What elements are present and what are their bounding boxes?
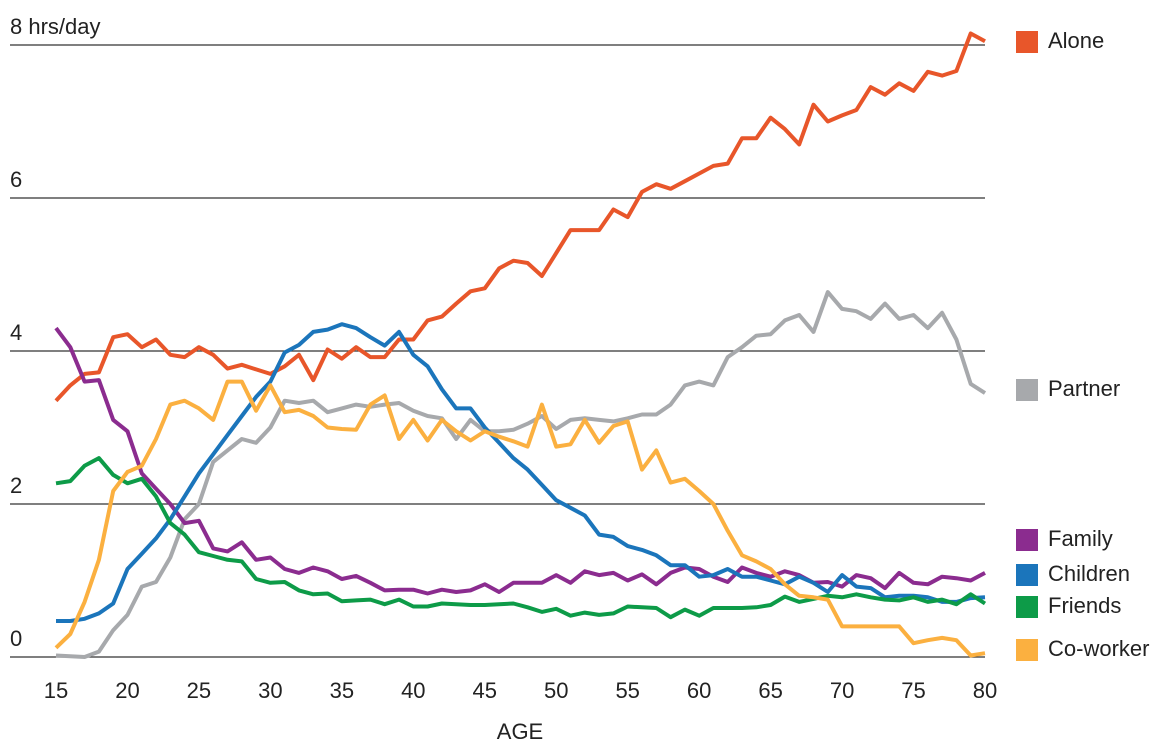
x-tick-label: 25 xyxy=(187,678,211,703)
x-tick-label: 75 xyxy=(901,678,925,703)
y-tick-label: 8 hrs/day xyxy=(10,14,101,39)
x-tick-label: 20 xyxy=(115,678,139,703)
x-tick-label: 70 xyxy=(830,678,854,703)
series-line xyxy=(56,322,986,623)
legend-swatch xyxy=(1016,564,1038,586)
legend-label: Family xyxy=(1048,526,1113,551)
x-tick-label: 80 xyxy=(973,678,997,703)
x-tick-label: 15 xyxy=(44,678,68,703)
legend-swatch xyxy=(1016,529,1038,551)
x-tick-label: 65 xyxy=(758,678,782,703)
x-tick-label: 45 xyxy=(473,678,497,703)
x-tick-label: 55 xyxy=(615,678,639,703)
series-line xyxy=(54,31,986,403)
legend-swatch xyxy=(1016,379,1038,401)
legend-swatch xyxy=(1016,639,1038,661)
y-tick-label: 2 xyxy=(10,473,22,498)
x-tick-label: 40 xyxy=(401,678,425,703)
y-tick-label: 0 xyxy=(10,626,22,651)
x-tick-label: 50 xyxy=(544,678,568,703)
legend-label: Co-worker xyxy=(1048,636,1149,661)
y-tick-label: 6 xyxy=(10,167,22,192)
y-tick-label: 4 xyxy=(10,320,22,345)
x-tick-label: 30 xyxy=(258,678,282,703)
x-axis-label: AGE xyxy=(497,719,543,744)
series-line xyxy=(55,456,987,620)
series-line xyxy=(54,379,986,658)
series-line xyxy=(55,290,987,659)
legend-swatch xyxy=(1016,596,1038,618)
legend-swatch xyxy=(1016,31,1038,53)
x-tick-label: 60 xyxy=(687,678,711,703)
legend-label: Alone xyxy=(1048,28,1104,53)
x-tick-label: 35 xyxy=(330,678,354,703)
legend-label: Children xyxy=(1048,561,1130,586)
series-line xyxy=(54,326,986,596)
legend-label: Partner xyxy=(1048,376,1120,401)
legend-label: Friends xyxy=(1048,593,1121,618)
